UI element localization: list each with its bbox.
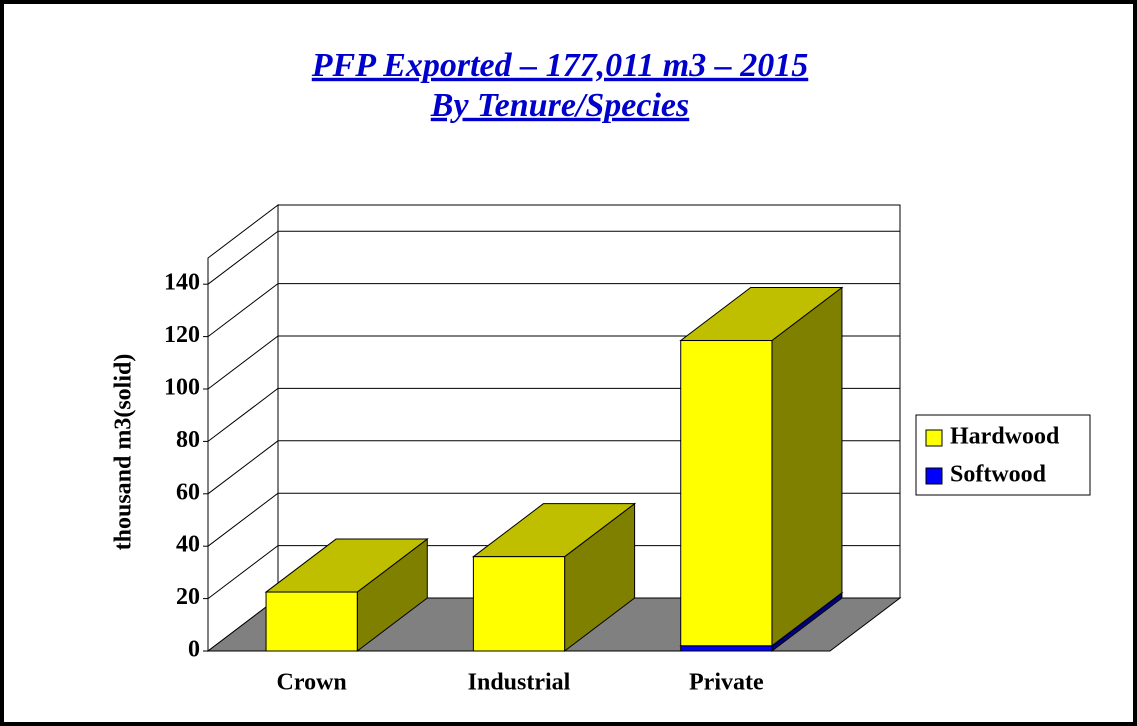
x-tick-label: Industrial [468,670,571,696]
y-tick-label: 100 [164,375,200,401]
side-wall [207,203,279,653]
bar-side [771,286,843,647]
bar [265,591,358,652]
x-tick-label: Crown [277,670,347,696]
y-tick-label: 20 [176,584,200,610]
legend-label: Hardwood [950,424,1060,450]
y-axis-label: thousand m3(solid) [111,354,137,551]
y-tick-label: 80 [176,427,200,453]
bar [680,645,773,652]
grid-line [207,283,900,337]
x-tick-label: Private [689,670,764,696]
legend-label: Softwood [950,462,1047,488]
bar [680,340,773,647]
legend [915,414,1091,496]
y-tick-label: 40 [176,532,200,558]
y-tick-label: 60 [176,479,200,505]
bar [472,556,566,652]
grid-line [207,230,900,285]
chart-title: PFP Exported – 177,011 m3 – 2015 [311,47,808,84]
y-tick-label: 140 [164,270,200,296]
y-tick-label: 0 [188,637,200,663]
legend-swatch [925,429,943,447]
chart-subtitle: By Tenure/Species [430,87,689,124]
y-tick-label: 120 [164,322,200,348]
legend-swatch [925,467,943,485]
